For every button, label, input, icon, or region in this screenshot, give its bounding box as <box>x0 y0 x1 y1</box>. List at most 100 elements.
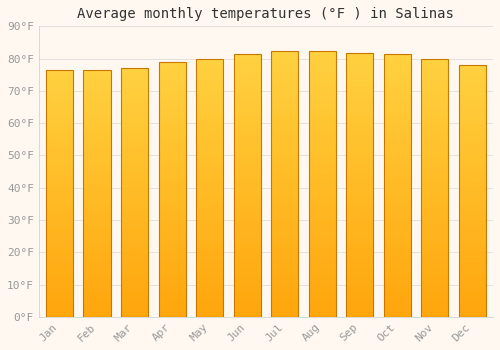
Bar <box>384 296 411 301</box>
Bar <box>234 138 260 143</box>
Bar <box>121 222 148 227</box>
Bar <box>158 124 186 128</box>
Bar <box>459 125 486 131</box>
Bar <box>346 122 374 127</box>
Bar <box>346 232 374 238</box>
Bar <box>459 65 486 70</box>
Bar <box>459 236 486 241</box>
Bar <box>196 100 223 105</box>
Bar <box>46 159 73 164</box>
Bar <box>384 228 411 233</box>
Bar <box>121 68 148 317</box>
Bar <box>84 109 110 114</box>
Bar <box>84 85 110 90</box>
Bar <box>459 246 486 251</box>
Bar <box>46 228 73 233</box>
Bar <box>196 260 223 265</box>
Bar <box>196 95 223 100</box>
Bar <box>459 196 486 201</box>
Bar <box>271 195 298 200</box>
Bar <box>308 226 336 232</box>
Bar <box>84 178 110 183</box>
Bar <box>196 275 223 281</box>
Bar <box>196 69 223 74</box>
Bar <box>422 203 448 209</box>
Bar <box>158 276 186 281</box>
Bar <box>158 296 186 302</box>
Bar <box>422 275 448 281</box>
Bar <box>422 136 448 142</box>
Bar <box>346 174 374 180</box>
Bar <box>346 206 374 211</box>
Bar <box>84 159 110 164</box>
Bar <box>422 286 448 291</box>
Bar <box>158 180 186 184</box>
Bar <box>459 166 486 171</box>
Bar <box>84 282 110 287</box>
Bar <box>384 91 411 96</box>
Bar <box>384 96 411 102</box>
Bar <box>346 53 374 317</box>
Bar <box>84 104 110 109</box>
Bar <box>308 200 336 205</box>
Bar <box>46 139 73 144</box>
Bar <box>384 290 411 296</box>
Bar <box>234 117 260 122</box>
Bar <box>346 148 374 153</box>
Bar <box>46 169 73 174</box>
Bar <box>346 285 374 290</box>
Bar <box>196 224 223 229</box>
Bar <box>121 68 148 72</box>
Bar <box>459 191 486 196</box>
Bar <box>196 291 223 296</box>
Bar <box>234 238 260 243</box>
Bar <box>196 255 223 260</box>
Bar <box>271 89 298 94</box>
Bar <box>459 186 486 191</box>
Bar <box>271 253 298 258</box>
Bar <box>46 109 73 114</box>
Bar <box>234 54 260 317</box>
Bar <box>46 302 73 307</box>
Bar <box>46 149 73 154</box>
Bar <box>422 90 448 95</box>
Bar <box>84 183 110 188</box>
Bar <box>459 221 486 226</box>
Bar <box>234 201 260 206</box>
Bar <box>308 93 336 99</box>
Bar <box>234 122 260 128</box>
Bar <box>158 62 186 317</box>
Bar <box>384 196 411 201</box>
Bar <box>346 312 374 317</box>
Bar <box>158 240 186 246</box>
Bar <box>121 237 148 242</box>
Bar <box>46 114 73 119</box>
Bar <box>84 139 110 144</box>
Bar <box>46 154 73 159</box>
Bar <box>158 266 186 271</box>
Bar <box>308 264 336 269</box>
Bar <box>46 287 73 292</box>
Bar <box>196 167 223 172</box>
Bar <box>158 230 186 236</box>
Bar <box>84 90 110 95</box>
Bar <box>196 141 223 146</box>
Bar <box>46 312 73 317</box>
Bar <box>46 129 73 134</box>
Bar <box>196 296 223 301</box>
Bar <box>308 104 336 109</box>
Bar <box>346 275 374 280</box>
Bar <box>234 164 260 170</box>
Bar <box>46 104 73 109</box>
Bar <box>121 307 148 312</box>
Bar <box>459 70 486 75</box>
Bar <box>121 277 148 282</box>
Bar <box>308 216 336 221</box>
Bar <box>346 85 374 90</box>
Bar <box>308 290 336 295</box>
Bar <box>422 265 448 271</box>
Bar <box>271 51 298 317</box>
Bar <box>271 296 298 301</box>
Bar <box>84 243 110 248</box>
Bar <box>121 127 148 132</box>
